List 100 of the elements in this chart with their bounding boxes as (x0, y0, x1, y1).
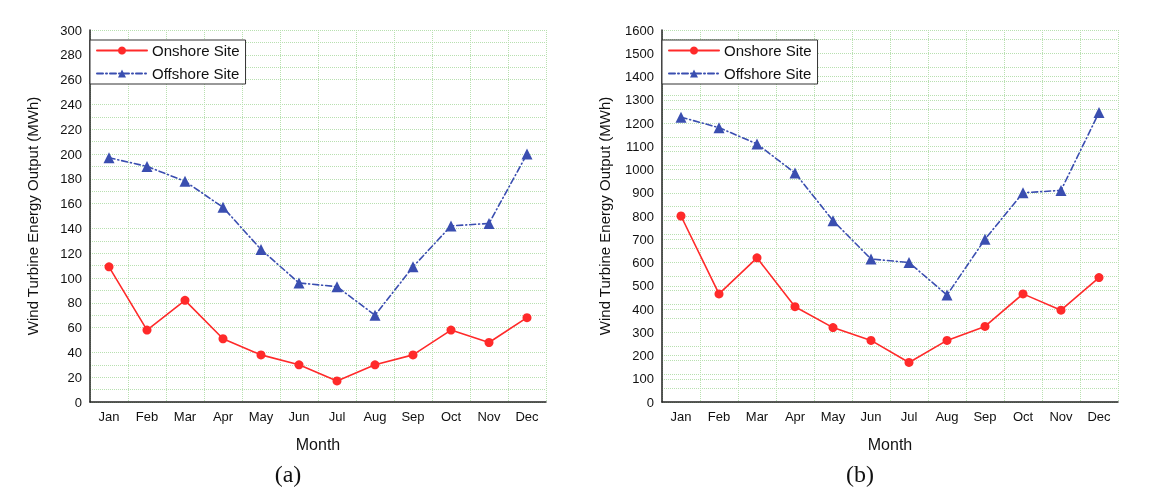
y-tick-label: 120 (60, 245, 82, 261)
x-tick-label: Jan (670, 409, 692, 424)
y-tick-label: 140 (60, 220, 82, 236)
point (790, 302, 800, 312)
point (255, 243, 267, 255)
y-tick-label: 260 (60, 72, 82, 88)
x-axis-title: Month (867, 435, 913, 453)
y-axis-title: Wind Turbine Energy Output (MWh) (24, 96, 41, 336)
x-tick-label: Jul (900, 409, 918, 424)
point (180, 295, 190, 305)
point (408, 350, 418, 360)
x-tick-label: Apr (784, 409, 806, 424)
x-tick-label: Sep (973, 409, 997, 424)
y-tick-label: 1300 (625, 92, 654, 108)
y-tick-label: 1500 (625, 45, 654, 61)
x-tick-label: May (248, 409, 274, 424)
point (294, 360, 304, 370)
y-tick-label: 40 (67, 344, 82, 360)
y-tick-label: 60 (67, 320, 82, 336)
point (751, 138, 763, 150)
y-tick-label: 800 (632, 208, 654, 224)
y-tick-label: 400 (632, 301, 654, 317)
point (942, 335, 952, 345)
x-tick-label: Jul (328, 409, 346, 424)
point (903, 257, 915, 268)
x-tick-label: May (820, 409, 846, 424)
x-tick-label: Oct (1012, 409, 1034, 424)
y-tick-label: 240 (60, 96, 82, 112)
x-tick-label: Mar (173, 409, 197, 424)
x-tick-label: Mar (745, 409, 769, 424)
y-tick-label: 160 (60, 196, 82, 212)
point (103, 152, 115, 164)
point (676, 211, 686, 221)
y-tick-label: 900 (632, 185, 654, 201)
y-tick-label: 1200 (625, 115, 654, 131)
y-axis-title: Wind Turbine Energy Output (MWh) (596, 96, 613, 336)
x-tick-label: Aug (363, 409, 387, 424)
point (1094, 273, 1104, 283)
point (104, 262, 114, 272)
point (1093, 107, 1105, 119)
y-tick-label: 600 (632, 255, 654, 270)
point (484, 337, 494, 347)
point (331, 281, 343, 293)
text: (a) (274, 461, 302, 487)
point (521, 148, 533, 160)
x-tick-label: Dec (515, 409, 540, 424)
point (714, 289, 724, 299)
x-tick-label: Dec (1087, 409, 1112, 424)
point (1055, 184, 1067, 196)
legend-label: Offshore Site (152, 65, 240, 82)
point (865, 253, 877, 265)
point (142, 325, 152, 335)
x-tick-label: Aug (935, 409, 959, 424)
x-tick-label: Feb (707, 409, 731, 424)
y-tick-label: 220 (60, 121, 82, 137)
point (675, 111, 687, 123)
point (789, 167, 801, 179)
y-tick-label: 1100 (626, 138, 654, 154)
legend-label: Onshore Site (724, 42, 812, 59)
y-tick-label: 100 (60, 270, 82, 286)
point (980, 321, 990, 331)
y-tick-label: 80 (67, 295, 82, 311)
y-tick-label: 300 (632, 324, 654, 340)
y-tick-label: 300 (60, 22, 82, 38)
y-tick-label: 1400 (625, 69, 654, 84)
x-tick-label: Apr (212, 409, 234, 424)
y-tick-label: 0 (646, 394, 654, 410)
point (445, 220, 457, 232)
point (218, 334, 228, 344)
point (827, 215, 839, 227)
point (752, 253, 762, 263)
point (179, 175, 191, 187)
point (483, 217, 495, 229)
x-tick-label: Nov (477, 409, 502, 424)
point (256, 350, 266, 360)
y-tick-label: 200 (632, 348, 654, 363)
point (1017, 187, 1029, 199)
y-tick-label: 0 (74, 394, 82, 410)
point (828, 323, 838, 333)
point (332, 376, 342, 386)
x-tick-label: Sep (401, 409, 425, 424)
point (369, 309, 381, 321)
point (1018, 289, 1028, 299)
y-tick-label: 700 (632, 231, 654, 247)
x-tick-label: Nov (1049, 409, 1074, 424)
y-tick-label: 280 (60, 47, 82, 63)
point (407, 261, 419, 273)
point (904, 357, 914, 367)
point (522, 313, 532, 323)
x-tick-label: Oct (440, 409, 462, 424)
legend-label: Offshore Site (724, 65, 812, 82)
point (293, 277, 305, 289)
y-tick-label: 180 (60, 171, 82, 187)
y-tick-label: 200 (60, 146, 82, 162)
y-tick-label: 500 (632, 278, 654, 294)
point (941, 289, 953, 301)
y-tick-label: 1000 (625, 162, 654, 177)
point (1056, 305, 1066, 315)
y-tick-label: 20 (67, 369, 82, 385)
point (866, 335, 876, 345)
